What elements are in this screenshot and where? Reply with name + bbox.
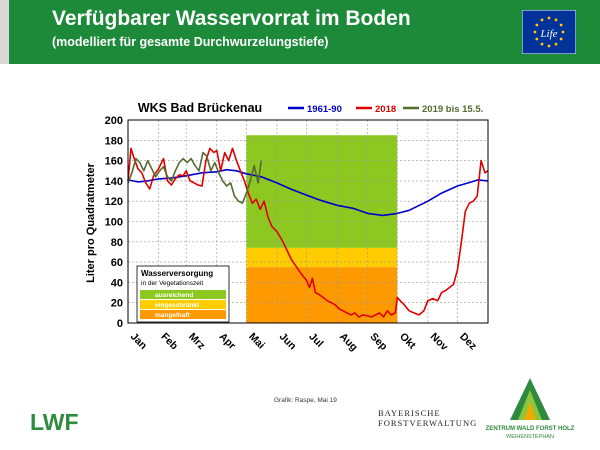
x-tick-label: Apr [217,331,238,352]
legend-box-subtitle: in der Vegetationszeit [141,280,203,287]
y-tick-label: 180 [105,135,123,147]
eu-logo-text: Life [539,28,557,40]
water-supply-legend: Wasserversorgung in der Vegetationszeit au… [136,265,230,323]
legend-box-item-label: eingeschränkt [155,302,200,309]
legend-box-swatch [140,310,226,319]
bayerische-forstverwaltung-logo: BAYERISCHE FORSTVERWALTUNG [378,408,477,428]
x-tick-label: Aug [337,331,360,354]
zwfh-line2: WEIHENSTEPHAN [506,434,554,440]
eu-star-icon [559,23,563,27]
legend-box-swatch [140,290,226,299]
slide-subtitle: (modelliert für gesamte Durchwurzelungst… [52,35,329,49]
x-tick-label: Jan [128,331,149,352]
eu-star-icon [554,42,558,46]
x-tick-label: Dez [457,331,479,353]
band-mangelhaft [246,267,398,323]
series-layer [127,147,489,318]
x-tick-label: Okt [397,331,418,352]
y-tick-label: 160 [105,156,123,168]
bfv-line2: FORSTVERWALTUNG [378,418,478,428]
y-tick-label: 120 [105,196,123,208]
zentrum-wald-forst-holz-logo: ZENTRUM WALD FORST HOLZ WEIHENSTEPHAN [480,376,580,446]
x-tick-label: Mrz [186,331,207,352]
y-tick-label: 100 [105,217,123,229]
eu-star-icon [535,23,539,27]
eu-star-icon [561,30,565,34]
series-line-2 [127,151,262,204]
plot-frame [127,119,489,324]
series-legend: 1961-90 2018 2019 bis 15.5. [288,104,483,115]
eu-star-icon [540,42,544,46]
legend-box-item-label: mangelhaft [155,312,191,319]
eu-star-icon [559,37,563,41]
bfv-line1: BAYERISCHE [378,408,441,418]
y-tick-label: 40 [111,277,123,289]
header-bar: Verfügbarer Wasservorrat im Boden (model… [0,0,600,64]
legend-label: 2019 bis 15.5. [422,104,483,115]
eu-star-icon [540,18,544,22]
band-eingeschraenkt [246,247,398,268]
y-tick-label: 60 [111,257,123,269]
series-line-0 [127,168,489,217]
y-tick-label: 200 [105,115,123,127]
legend-box-item-label: ausreichend [155,292,193,299]
header-accent [0,0,9,64]
series-line-1 [127,147,489,318]
y-tick-label: 20 [111,298,123,310]
vegetation-bands [246,135,398,323]
legend-box-swatch [140,300,226,309]
x-tick-label: Jun [277,331,299,353]
x-tick-label: Sep [368,331,390,353]
chart-title: WKS Bad Brückenau [138,101,262,115]
x-tick-label: Jul [306,331,325,350]
eu-life-logo: Life [522,10,576,54]
y-axis-label: Liter pro Quadratmeter [85,162,97,283]
y-tick-label: 0 [117,318,123,330]
slide-title: Verfügbarer Wasservorrat im Boden [52,7,411,30]
y-tick-label: 80 [111,237,123,249]
x-tick-labels: Jan Feb Mrz Apr Mai Jun Jul Aug Sep Okt Nov Dez [128,331,479,354]
eu-star-icon [547,16,551,20]
zwfh-line1: ZENTRUM WALD FORST HOLZ [485,426,575,432]
x-tick-label: Mai [246,331,267,352]
graphic-credit: Grafik: Raspe, Mai 19 [274,397,337,404]
band-ausreichend [246,135,398,248]
y-tick-label: 140 [105,176,123,188]
eu-star-icon [554,18,558,22]
eu-star-icon [533,30,537,34]
y-tick-labels: 0 20 40 60 80 100 120 140 160 180 200 [105,115,123,330]
zwfh-emblem-icon [510,378,550,420]
x-tick-label: Feb [158,331,180,353]
x-tick-label: Nov [428,331,451,354]
svg-text:LWF: LWF [30,409,79,434]
legend-box-title: Wasserversorgung [141,269,213,278]
legend-label: 1961-90 [307,104,342,115]
lwf-logo: LWF [30,409,79,434]
eu-star-icon [547,44,551,48]
legend-label: 2018 [375,104,396,115]
eu-star-icon [535,37,539,41]
chart: 0 20 40 60 80 100 120 140 160 180 200 Jan Feb Mrz Apr… [85,101,489,354]
